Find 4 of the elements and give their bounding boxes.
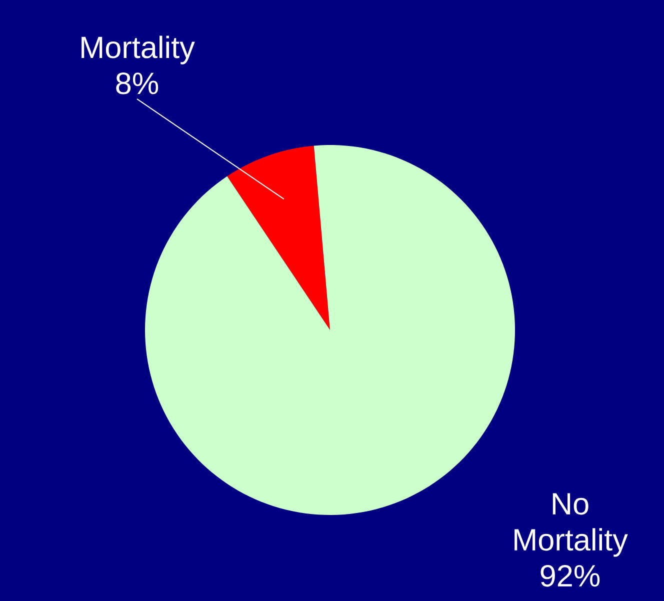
- data-label: 92%: [540, 564, 600, 587]
- slice-label: Mortality: [82, 36, 195, 64]
- slice-label: No Mortality: [514, 493, 628, 557]
- data-label: 8%: [116, 72, 158, 94]
